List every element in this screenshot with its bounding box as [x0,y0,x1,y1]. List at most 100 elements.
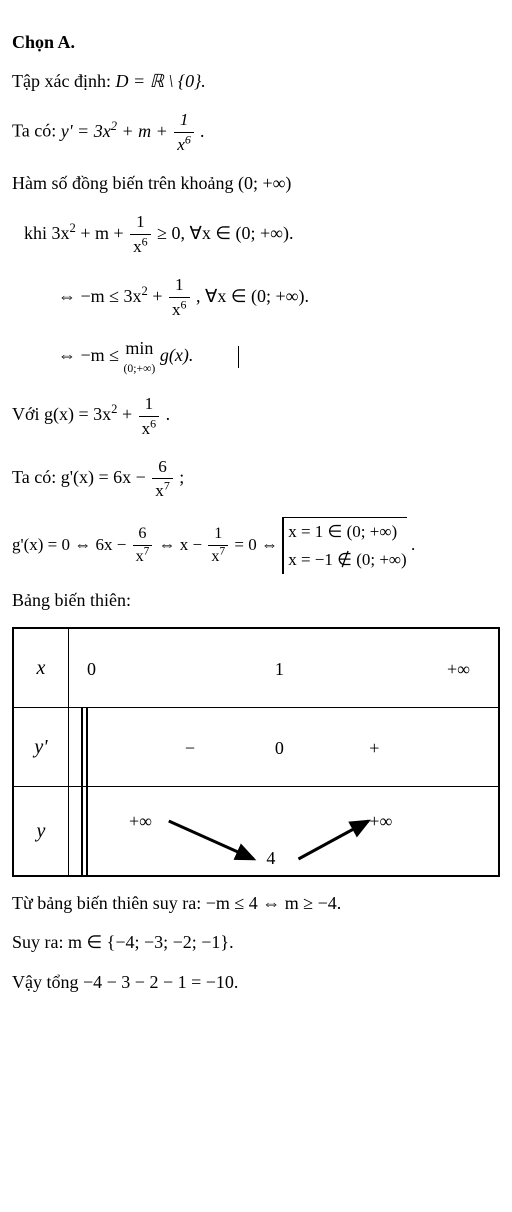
den-exp: 7 [144,546,150,558]
line-domain: Tập xác định: D = ℝ \ {0}. [12,69,500,94]
line-derivative: Ta có: y' = 3x2 + m + 1 x6 . [12,108,500,157]
den-base: x [136,548,144,565]
row-label-x: x [13,628,69,708]
part: , ∀x ∈ (0; +∞). [196,286,309,306]
case-1: x = 1 ∈ (0; +∞) [288,518,407,546]
den: x6 [130,235,151,259]
den-base: x [133,237,142,256]
double-bar [81,708,89,786]
den-base: x [155,481,164,500]
line-table-heading: Bảng biến thiên: [12,588,500,613]
math: g'(x) = 0 ⇔ 6x − 6 x7 ⇔ x − 1 x7 = 0 ⇔ x… [12,535,415,554]
den-exp: 7 [219,546,225,558]
x-val-inf: +∞ [447,657,470,682]
fraction: 1 x6 [174,108,194,157]
yp-minus: − [185,736,195,761]
den-exp: 6 [185,133,191,147]
row-label-yprime: y' [13,708,69,787]
den: x6 [169,298,190,322]
part: + [122,404,137,424]
den-base: x [172,300,181,319]
math: Với g(x) = 3x2 + 1 x6 . [12,404,170,424]
line-condition-2: ⇔ −m ≤ 3x2 + 1 x6 , ∀x ∈ (0; +∞). [58,273,500,322]
line-conclusion-2: Suy ra: m ∈ {−4; −3; −2; −1}. [12,930,500,955]
den-base: x [142,419,151,438]
num: 6 [133,523,153,547]
math: ⇔ −m ≤ min (0;+∞) g(x). [58,345,198,365]
num: 1 [208,523,228,547]
x-val-1: 1 [275,657,284,682]
x-val-0: 0 [87,657,96,682]
part: . [411,535,415,554]
part: ⇔ −m ≤ [58,345,124,365]
part: g'(x) = 0 ⇔ 6x − [12,535,131,554]
den-exp: 6 [150,416,156,430]
y-values-cell: +∞ 4 +∞ [69,787,500,877]
part: . [200,121,205,141]
num: 6 [152,455,173,480]
line-g-prime-zero: g'(x) = 0 ⇔ 6x − 6 x7 ⇔ x − 1 x7 = 0 ⇔ x… [12,517,500,574]
num: 1 [130,210,151,235]
x-values-cell: 0 1 +∞ [69,628,500,708]
cases-bracket: x = 1 ∈ (0; +∞) x = −1 ∉ (0; +∞) [282,517,407,574]
fraction: 6 x7 [152,455,173,504]
den: x6 [139,417,160,441]
answer-heading: Chọn A. [12,30,500,55]
text-cursor [238,346,239,368]
part: ; [179,467,184,487]
part: g(x). [160,345,193,365]
part: = 0 ⇔ [234,535,282,554]
text: Ta có: [12,121,61,141]
num: 1 [139,392,160,417]
line-conclusion-1: Từ bảng biến thiên suy ra: −m ≤ 4 ⇔ m ≥ … [12,891,500,916]
fraction: 1 x7 [208,523,228,569]
num: 1 [174,108,194,133]
yp-plus: + [369,736,379,761]
line-condition-3: ⇔ −m ≤ min (0;+∞) g(x). [58,336,500,378]
min-label: min [124,336,156,361]
fraction: 1 x6 [130,210,151,259]
line-g-prime: Ta có: g'(x) = 6x − 6 x7 ; [12,455,500,504]
line-monotone-text: Hàm số đồng biến trên khoảng (0; +∞) [12,171,500,196]
math: khi 3x2 + m + 1 x6 ≥ 0, ∀x ∈ (0; +∞). [24,223,294,243]
line-g-def: Với g(x) = 3x2 + 1 x6 . [12,392,500,441]
math-yprime: y' = 3x2 + m + 1 x6 . [61,121,205,141]
min-operator: min (0;+∞) [124,336,156,378]
row-label-y: y [13,787,69,877]
den-exp: 6 [181,297,187,311]
part: ⇔ x − [159,535,207,554]
fraction: 1 x6 [139,392,160,441]
part: + m + [122,121,173,141]
yprime-values-cell: − 0 + [69,708,500,787]
part: ≥ 0, ∀x ∈ (0; +∞). [157,223,293,243]
text: Tập xác định: [12,71,115,91]
part: ⇔ −m ≤ 3x [58,286,142,306]
table-row: y' − 0 + [13,708,499,787]
part: . [166,404,171,424]
part: + [152,286,167,306]
den: x7 [133,546,153,569]
table-row: x 0 1 +∞ [13,628,499,708]
part: Với g(x) = 3x [12,404,111,424]
den: x7 [208,546,228,569]
table-row: y +∞ 4 +∞ [13,787,499,877]
fraction: 6 x7 [133,523,153,569]
den: x6 [174,133,194,157]
math-domain: D = ℝ \ {0}. [115,71,205,91]
line-condition-1: khi 3x2 + m + 1 x6 ≥ 0, ∀x ∈ (0; +∞). [24,210,500,259]
case-2: x = −1 ∉ (0; +∞) [288,546,407,574]
num: 1 [169,273,190,298]
variation-arrows [69,787,498,875]
yp-zero: 0 [275,736,284,761]
den: x7 [152,479,173,503]
math: Ta có: g'(x) = 6x − 6 x7 ; [12,467,184,487]
den-exp: 7 [164,479,170,493]
fraction: 1 x6 [169,273,190,322]
variation-table: x 0 1 +∞ y' − 0 + y +∞ 4 +∞ [12,627,500,877]
den-exp: 6 [142,235,148,249]
line-conclusion-3: Vậy tổng −4 − 3 − 2 − 1 = −10. [12,970,500,995]
math: ⇔ −m ≤ 3x2 + 1 x6 , ∀x ∈ (0; +∞). [58,286,309,306]
part: y' = 3x [61,121,111,141]
part: khi 3x [24,223,70,243]
part: + m + [80,223,128,243]
